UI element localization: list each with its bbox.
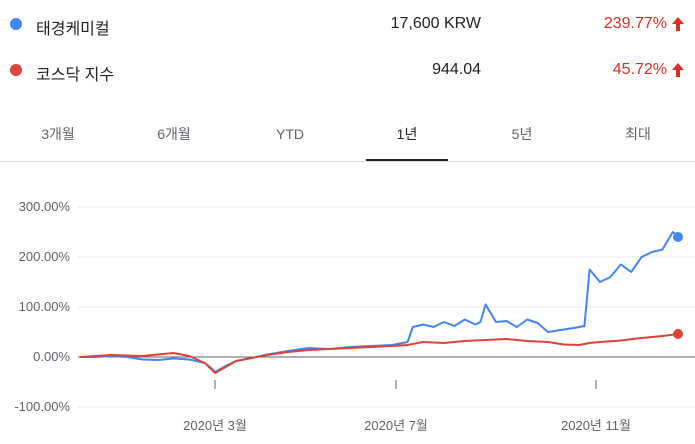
series-color-dot (10, 18, 22, 30)
arrow-up-icon (672, 63, 684, 77)
range-tabs: 3개월 6개월 YTD 1년 5년 최대 (0, 112, 695, 162)
legend-name: 태경케미컬 (36, 21, 110, 38)
legend-change: 45.72% (612, 61, 667, 78)
x-tick-label: 2020년 7월 (364, 418, 428, 433)
series-end-point-taekyung (673, 232, 683, 242)
tab-6m[interactable]: 6개월 (116, 112, 232, 162)
tab-label: 3개월 (41, 126, 75, 142)
y-tick-label: 0.00% (33, 349, 70, 364)
tab-1y[interactable]: 1년 (366, 112, 448, 162)
y-tick-label: 100.00% (19, 299, 71, 314)
tabs-divider (0, 161, 695, 162)
legend-price: 17,600 KRW (390, 15, 481, 32)
series-color-dot (10, 64, 22, 76)
tab-max[interactable]: 최대 (580, 112, 695, 162)
tab-ytd[interactable]: YTD (232, 112, 348, 162)
tab-label: 1년 (396, 126, 418, 142)
tab-label: 5년 (511, 126, 533, 142)
legend-name: 코스닥 지수 (36, 67, 115, 84)
tab-5y[interactable]: 5년 (464, 112, 580, 162)
y-tick-label: -100.00% (14, 399, 70, 414)
y-tick-label: 300.00% (19, 199, 71, 214)
tab-label: 최대 (625, 126, 651, 142)
y-tick-label: 200.00% (19, 249, 71, 264)
series-line-taekyung (80, 231, 679, 373)
tab-label: 6개월 (157, 126, 191, 142)
legend-price: 944.04 (432, 61, 481, 78)
legend-row-kosdaq[interactable]: 코스닥 지수 944.04 45.72% (0, 50, 695, 90)
legend-change: 239.77% (603, 15, 667, 32)
tab-label: YTD (276, 126, 304, 142)
legend-row-taekyung[interactable]: 태경케미컬 17,600 KRW 239.77% (0, 4, 695, 44)
active-tab-indicator (366, 159, 448, 162)
tab-3m[interactable]: 3개월 (0, 112, 116, 162)
x-tick-label: 2020년 11월 (561, 418, 631, 433)
x-tick-label: 2020년 3월 (183, 418, 247, 433)
arrow-up-icon (672, 17, 684, 31)
series-line-kosdaq (79, 333, 679, 374)
series-end-point-kosdaq (673, 329, 683, 339)
comparison-line-chart[interactable]: 300.00% 200.00% 100.00% 0.00% -100.00% 2020년 … (0, 190, 695, 444)
